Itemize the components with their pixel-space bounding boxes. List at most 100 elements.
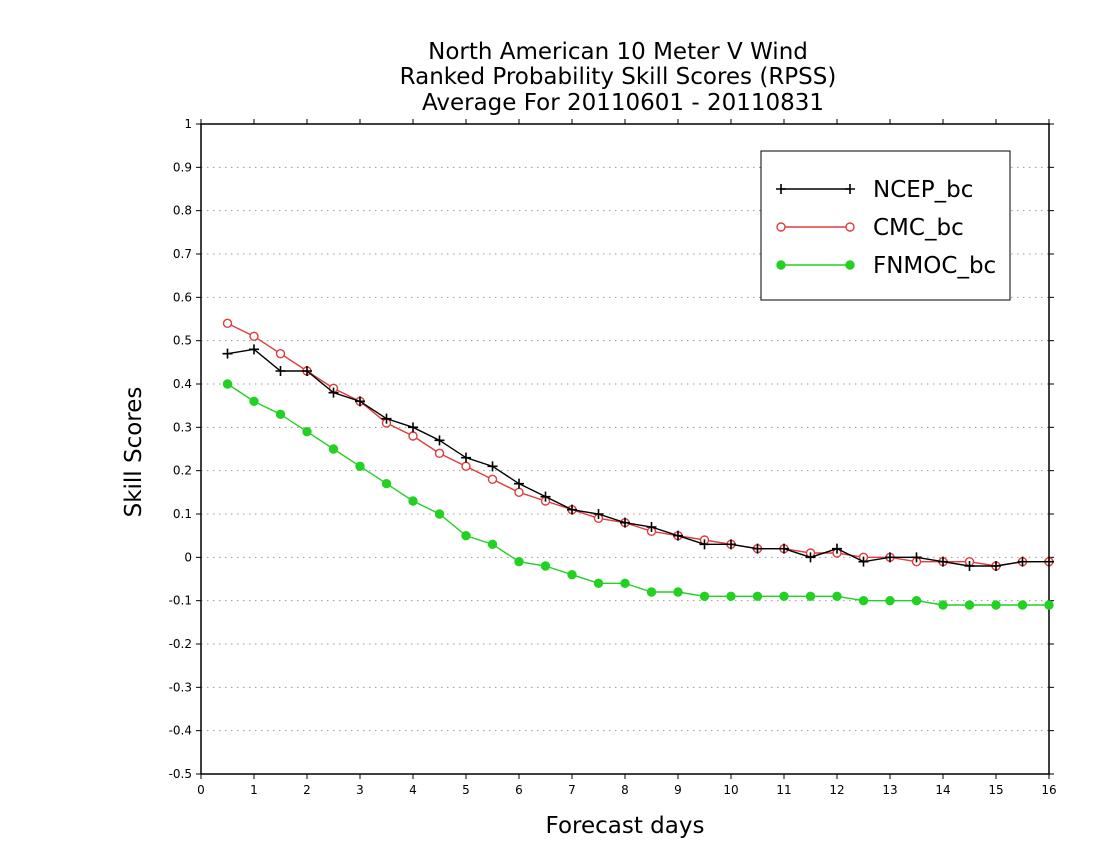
y-tick-label: -0.3 bbox=[169, 680, 192, 694]
series-fnmoc-bc-point bbox=[699, 591, 710, 602]
series-ncep-bc-line bbox=[227, 348, 1049, 567]
legend-ncep-bc-point bbox=[776, 184, 786, 194]
series-ncep-bc-point bbox=[779, 543, 789, 554]
series-ncep-bc-point bbox=[249, 344, 259, 355]
legend-fnmoc-bc-point bbox=[845, 260, 855, 270]
series-fnmoc-bc-point bbox=[805, 591, 816, 602]
y-tick-label: 0.2 bbox=[173, 464, 192, 478]
legend-ncep-bc-point bbox=[845, 184, 855, 194]
y-tick-label: -0.1 bbox=[169, 594, 192, 608]
chart-title-line-3: Average For 20110601 - 20110831 bbox=[422, 90, 824, 116]
series-cmc-bc-point bbox=[461, 461, 471, 472]
series-fnmoc-bc-point bbox=[911, 595, 922, 606]
series-ncep-bc-point bbox=[964, 561, 975, 571]
series-ncep-bc-point bbox=[302, 366, 312, 376]
x-tick-label: 14 bbox=[935, 783, 950, 797]
series-ncep-bc-point bbox=[752, 543, 763, 554]
y-tick-label: -0.2 bbox=[169, 637, 192, 651]
legend-cmc-bc-point bbox=[845, 222, 855, 232]
legend-fnmoc-bc-point bbox=[776, 260, 786, 270]
series-cmc-bc-point bbox=[222, 318, 233, 329]
series-fnmoc-bc-line bbox=[227, 383, 1049, 606]
series-ncep-bc-point bbox=[620, 517, 630, 528]
legend-cmc-bc: CMC_bc bbox=[776, 215, 964, 241]
series-ncep-bc-point bbox=[911, 552, 922, 563]
x-tick-label: 2 bbox=[303, 783, 311, 797]
series-fnmoc-bc-point bbox=[540, 561, 551, 571]
legend-fnmoc-bc-label: FNMOC_bc bbox=[873, 253, 996, 279]
y-tick-label: 1 bbox=[184, 117, 192, 131]
series-ncep-bc-point bbox=[593, 509, 604, 519]
legend-box bbox=[760, 150, 1011, 301]
x-tick-label: 5 bbox=[462, 783, 470, 797]
x-tick-label: 1 bbox=[250, 783, 258, 797]
x-tick-label: 8 bbox=[621, 783, 629, 797]
series-cmc-bc-point bbox=[487, 474, 498, 485]
series-fnmoc-bc-point bbox=[275, 409, 286, 420]
y-tick-label: 0.9 bbox=[173, 160, 192, 174]
chart-title-line-1: North American 10 Meter V Wind bbox=[428, 39, 808, 65]
series-fnmoc-bc-point bbox=[328, 444, 339, 454]
series-fnmoc-bc-point bbox=[408, 496, 418, 506]
series-fnmoc-bc-point bbox=[832, 591, 842, 602]
x-tick-label: 7 bbox=[568, 783, 576, 797]
series-ncep-bc-point bbox=[699, 539, 710, 550]
series-fnmoc-bc-point bbox=[885, 595, 895, 606]
series-fnmoc-bc-point bbox=[1044, 600, 1054, 610]
series-ncep-bc-point bbox=[991, 561, 1001, 571]
series-ncep-bc-point bbox=[673, 530, 683, 541]
series-ncep-bc-point bbox=[222, 348, 233, 359]
legend-cmc-bc-point bbox=[776, 222, 786, 232]
series-ncep-bc-point bbox=[381, 413, 392, 424]
series-fnmoc-bc-point bbox=[858, 595, 869, 606]
series-ncep-bc-point bbox=[832, 543, 842, 554]
x-tick-label: 6 bbox=[515, 783, 523, 797]
x-tick-label: 9 bbox=[674, 783, 682, 797]
series-cmc-bc-point bbox=[275, 348, 286, 359]
series-ncep-bc-point bbox=[1044, 556, 1054, 567]
series-ncep-bc-point bbox=[646, 522, 657, 532]
series-ncep-bc-point bbox=[408, 422, 418, 433]
x-axis-ticks: 0 1 2 3 4 5 6 7 8 9 10 11 12 13 14 15 16 bbox=[197, 119, 1057, 797]
y-tick-label: 0.7 bbox=[173, 247, 192, 261]
series-fnmoc-bc-point bbox=[355, 461, 365, 472]
series-fnmoc-bc bbox=[222, 379, 1054, 610]
series-ncep-bc-point bbox=[805, 552, 816, 563]
y-tick-label: -0.5 bbox=[169, 767, 192, 781]
y-tick-label: -0.4 bbox=[169, 724, 192, 738]
y-tick-label: 0.1 bbox=[173, 507, 192, 521]
y-tick-label: 0.4 bbox=[173, 377, 192, 391]
series-fnmoc-bc-point bbox=[302, 426, 312, 437]
series-fnmoc-bc-point bbox=[461, 530, 471, 541]
series-fnmoc-bc-point bbox=[779, 591, 789, 602]
series-fnmoc-bc-point bbox=[222, 379, 233, 389]
y-axis-ticks: -0.5 -0.4 -0.3 -0.2 -0.1 0 0.1 0.2 0.3 0.4 0.5 0.6 0… bbox=[169, 117, 1054, 781]
series-fnmoc-bc-point bbox=[752, 591, 763, 602]
y-axis-label: Skill Scores bbox=[121, 387, 147, 518]
series-cmc-bc-line bbox=[227, 322, 1049, 567]
series-ncep-bc bbox=[222, 344, 1054, 571]
y-tick-label: 0.6 bbox=[173, 290, 192, 304]
y-tick-label: 0.5 bbox=[173, 334, 192, 348]
series-fnmoc-bc-point bbox=[673, 587, 683, 597]
series-ncep-bc-point bbox=[355, 396, 365, 407]
series-fnmoc-bc-point bbox=[593, 578, 604, 589]
legend-ncep-bc: NCEP_bc bbox=[776, 177, 973, 203]
chart-title-line-2: Ranked Probability Skill Scores (RPSS) bbox=[400, 64, 837, 90]
x-axis-label: Forecast days bbox=[546, 813, 705, 839]
series-ncep-bc-point bbox=[514, 478, 524, 489]
x-tick-label: 11 bbox=[776, 783, 791, 797]
legend: NCEP_bc CMC_bc FNMOC_bc bbox=[760, 150, 1011, 301]
series-ncep-bc-point bbox=[540, 491, 551, 502]
series-ncep-bc-point bbox=[487, 461, 498, 472]
series-ncep-bc-point bbox=[885, 552, 895, 563]
y-tick-label: 0.3 bbox=[173, 420, 192, 434]
series-ncep-bc-point bbox=[1017, 556, 1028, 567]
x-tick-label: 4 bbox=[409, 783, 417, 797]
x-tick-label: 12 bbox=[829, 783, 844, 797]
x-tick-label: 3 bbox=[356, 783, 364, 797]
series-ncep-bc-point bbox=[567, 504, 577, 515]
series-ncep-bc-point bbox=[434, 435, 445, 446]
series-ncep-bc-point bbox=[938, 556, 948, 567]
